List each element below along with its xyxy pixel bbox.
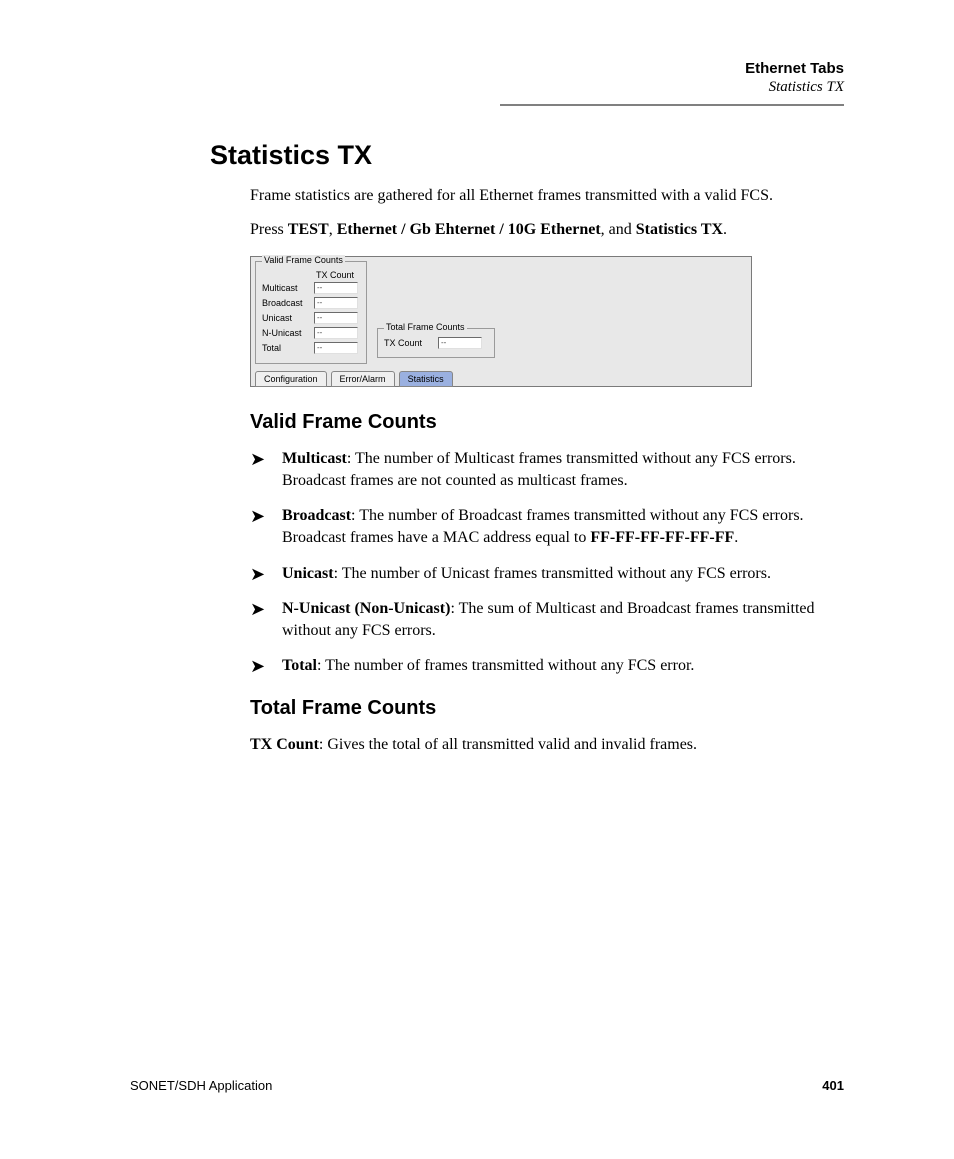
term-unicast: Unicast bbox=[282, 565, 334, 582]
row-tx-count: TX Count -- bbox=[384, 337, 488, 349]
field-broadcast[interactable]: -- bbox=[314, 297, 358, 309]
desc-broadcast-post: . bbox=[734, 529, 738, 546]
label-total: Total bbox=[262, 343, 314, 353]
page-number: 401 bbox=[822, 1078, 844, 1093]
total-frame-counts-label: Total Frame Counts bbox=[384, 322, 467, 332]
header-chapter: Ethernet Tabs bbox=[500, 60, 844, 77]
total-frame-counts-group: Total Frame Counts TX Count -- bbox=[377, 328, 495, 358]
term-total: Total bbox=[282, 657, 317, 674]
page: Ethernet Tabs Statistics TX Statistics T… bbox=[0, 0, 954, 1159]
term-n-unicast: N-Unicast (Non-Unicast) bbox=[282, 600, 450, 617]
row-n-unicast: N-Unicast -- bbox=[262, 327, 360, 339]
press-suffix: . bbox=[723, 221, 727, 238]
list-item: ➤ Total: The number of frames transmitte… bbox=[250, 655, 844, 677]
label-tx-count: TX Count bbox=[384, 338, 438, 348]
field-total[interactable]: -- bbox=[314, 342, 358, 354]
press-line: Press TEST, Ethernet / Gb Ehternet / 10G… bbox=[250, 219, 844, 241]
header-section: Statistics TX bbox=[500, 79, 844, 96]
arrow-icon: ➤ bbox=[250, 657, 265, 675]
press-sep2: , and bbox=[601, 221, 636, 238]
tab-configuration[interactable]: Configuration bbox=[255, 371, 327, 387]
section-title: Statistics TX bbox=[210, 140, 844, 171]
desc-unicast: : The number of Unicast frames transmitt… bbox=[334, 565, 771, 582]
tx-count-paragraph: TX Count: Gives the total of all transmi… bbox=[250, 734, 844, 756]
screenshot-tabs: Configuration Error/Alarm Statistics bbox=[255, 371, 747, 387]
tab-error-alarm[interactable]: Error/Alarm bbox=[331, 371, 395, 387]
body-column: Frame statistics are gathered for all Et… bbox=[250, 185, 844, 756]
row-unicast: Unicast -- bbox=[262, 312, 360, 324]
press-b2: Ethernet / Gb Ehternet / 10G Ethernet bbox=[337, 221, 601, 238]
press-prefix: Press bbox=[250, 221, 288, 238]
field-unicast[interactable]: -- bbox=[314, 312, 358, 324]
screenshot-panel: Valid Frame Counts TX Count Multicast --… bbox=[250, 256, 752, 387]
press-sep1: , bbox=[329, 221, 337, 238]
tab-statistics[interactable]: Statistics bbox=[399, 371, 453, 387]
term-broadcast: Broadcast bbox=[282, 507, 351, 524]
header-rule bbox=[500, 104, 844, 106]
mac-address: FF-FF-FF-FF-FF-FF bbox=[590, 529, 734, 546]
row-multicast: Multicast -- bbox=[262, 282, 360, 294]
intro-paragraph: Frame statistics are gathered for all Et… bbox=[250, 185, 844, 207]
list-item: ➤ Multicast: The number of Multicast fra… bbox=[250, 448, 844, 491]
row-broadcast: Broadcast -- bbox=[262, 297, 360, 309]
arrow-icon: ➤ bbox=[250, 450, 265, 468]
desc-total: : The number of frames transmitted witho… bbox=[317, 657, 694, 674]
label-broadcast: Broadcast bbox=[262, 298, 314, 308]
term-multicast: Multicast bbox=[282, 450, 347, 467]
list-item: ➤ N-Unicast (Non-Unicast): The sum of Mu… bbox=[250, 598, 844, 641]
field-n-unicast[interactable]: -- bbox=[314, 327, 358, 339]
footer-title: SONET/SDH Application bbox=[130, 1078, 272, 1093]
total-frame-counts-heading: Total Frame Counts bbox=[250, 697, 844, 720]
ui-screenshot: Valid Frame Counts TX Count Multicast --… bbox=[250, 256, 844, 387]
page-footer: SONET/SDH Application 401 bbox=[130, 1078, 844, 1093]
desc-multicast: : The number of Multicast frames transmi… bbox=[282, 450, 796, 489]
valid-frame-counts-group: Valid Frame Counts TX Count Multicast --… bbox=[255, 261, 367, 364]
press-b1: TEST bbox=[288, 221, 329, 238]
screenshot-content: Valid Frame Counts TX Count Multicast --… bbox=[255, 261, 747, 364]
valid-frame-counts-list: ➤ Multicast: The number of Multicast fra… bbox=[250, 448, 844, 677]
valid-frame-counts-heading: Valid Frame Counts bbox=[250, 411, 844, 434]
label-unicast: Unicast bbox=[262, 313, 314, 323]
label-multicast: Multicast bbox=[262, 283, 314, 293]
desc-tx-count: : Gives the total of all transmitted val… bbox=[319, 736, 697, 753]
press-b3: Statistics TX bbox=[636, 221, 723, 238]
field-tx-count[interactable]: -- bbox=[438, 337, 482, 349]
field-multicast[interactable]: -- bbox=[314, 282, 358, 294]
label-n-unicast: N-Unicast bbox=[262, 328, 314, 338]
row-total: Total -- bbox=[262, 342, 360, 354]
term-tx-count: TX Count bbox=[250, 736, 319, 753]
arrow-icon: ➤ bbox=[250, 507, 265, 525]
list-item: ➤ Broadcast: The number of Broadcast fra… bbox=[250, 505, 844, 548]
tx-count-column-header: TX Count bbox=[316, 270, 360, 280]
list-item: ➤ Unicast: The number of Unicast frames … bbox=[250, 563, 844, 585]
arrow-icon: ➤ bbox=[250, 600, 265, 618]
arrow-icon: ➤ bbox=[250, 565, 265, 583]
valid-frame-counts-label: Valid Frame Counts bbox=[262, 255, 345, 265]
page-header: Ethernet Tabs Statistics TX bbox=[500, 60, 844, 106]
